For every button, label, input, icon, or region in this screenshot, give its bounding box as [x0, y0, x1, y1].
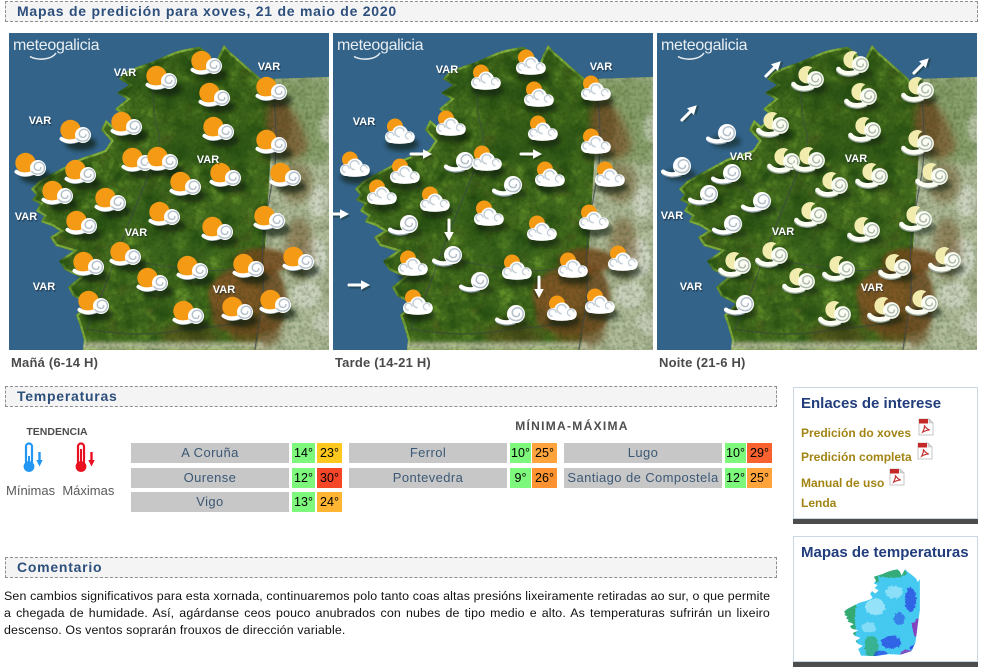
svg-text:VAR: VAR	[680, 281, 702, 293]
svg-text:VAR: VAR	[34, 282, 56, 294]
svg-text:VAR: VAR	[861, 282, 883, 294]
svg-text:VAR: VAR	[125, 227, 147, 239]
svg-text:VAR: VAR	[436, 64, 458, 76]
svg-text:VAR: VAR	[591, 62, 613, 74]
svg-text:VAR: VAR	[16, 212, 38, 224]
svg-text:VAR: VAR	[661, 210, 683, 222]
svg-text:VAR: VAR	[773, 227, 795, 239]
svg-text:VAR: VAR	[730, 151, 752, 163]
svg-text:VAR: VAR	[772, 226, 794, 238]
svg-text:VAR: VAR	[846, 154, 868, 166]
svg-text:VAR: VAR	[590, 61, 612, 73]
svg-text:VAR: VAR	[845, 153, 867, 165]
svg-text:VAR: VAR	[353, 116, 375, 128]
svg-text:VAR: VAR	[681, 282, 703, 294]
svg-text:VAR: VAR	[198, 155, 220, 167]
svg-text:VAR: VAR	[30, 116, 52, 128]
svg-text:VAR: VAR	[259, 62, 281, 74]
svg-text:VAR: VAR	[197, 154, 219, 166]
svg-text:VAR: VAR	[213, 284, 235, 296]
svg-text:VAR: VAR	[115, 68, 137, 80]
svg-text:VAR: VAR	[862, 283, 884, 295]
svg-text:VAR: VAR	[258, 61, 280, 73]
svg-text:VAR: VAR	[29, 115, 51, 127]
svg-text:VAR: VAR	[114, 67, 136, 79]
svg-text:VAR: VAR	[437, 65, 459, 77]
svg-text:VAR: VAR	[33, 281, 55, 293]
svg-text:VAR: VAR	[126, 228, 148, 240]
svg-text:VAR: VAR	[662, 211, 684, 223]
svg-text:VAR: VAR	[214, 285, 236, 297]
svg-text:VAR: VAR	[354, 117, 376, 129]
svg-text:VAR: VAR	[15, 211, 37, 223]
svg-text:VAR: VAR	[731, 152, 753, 164]
